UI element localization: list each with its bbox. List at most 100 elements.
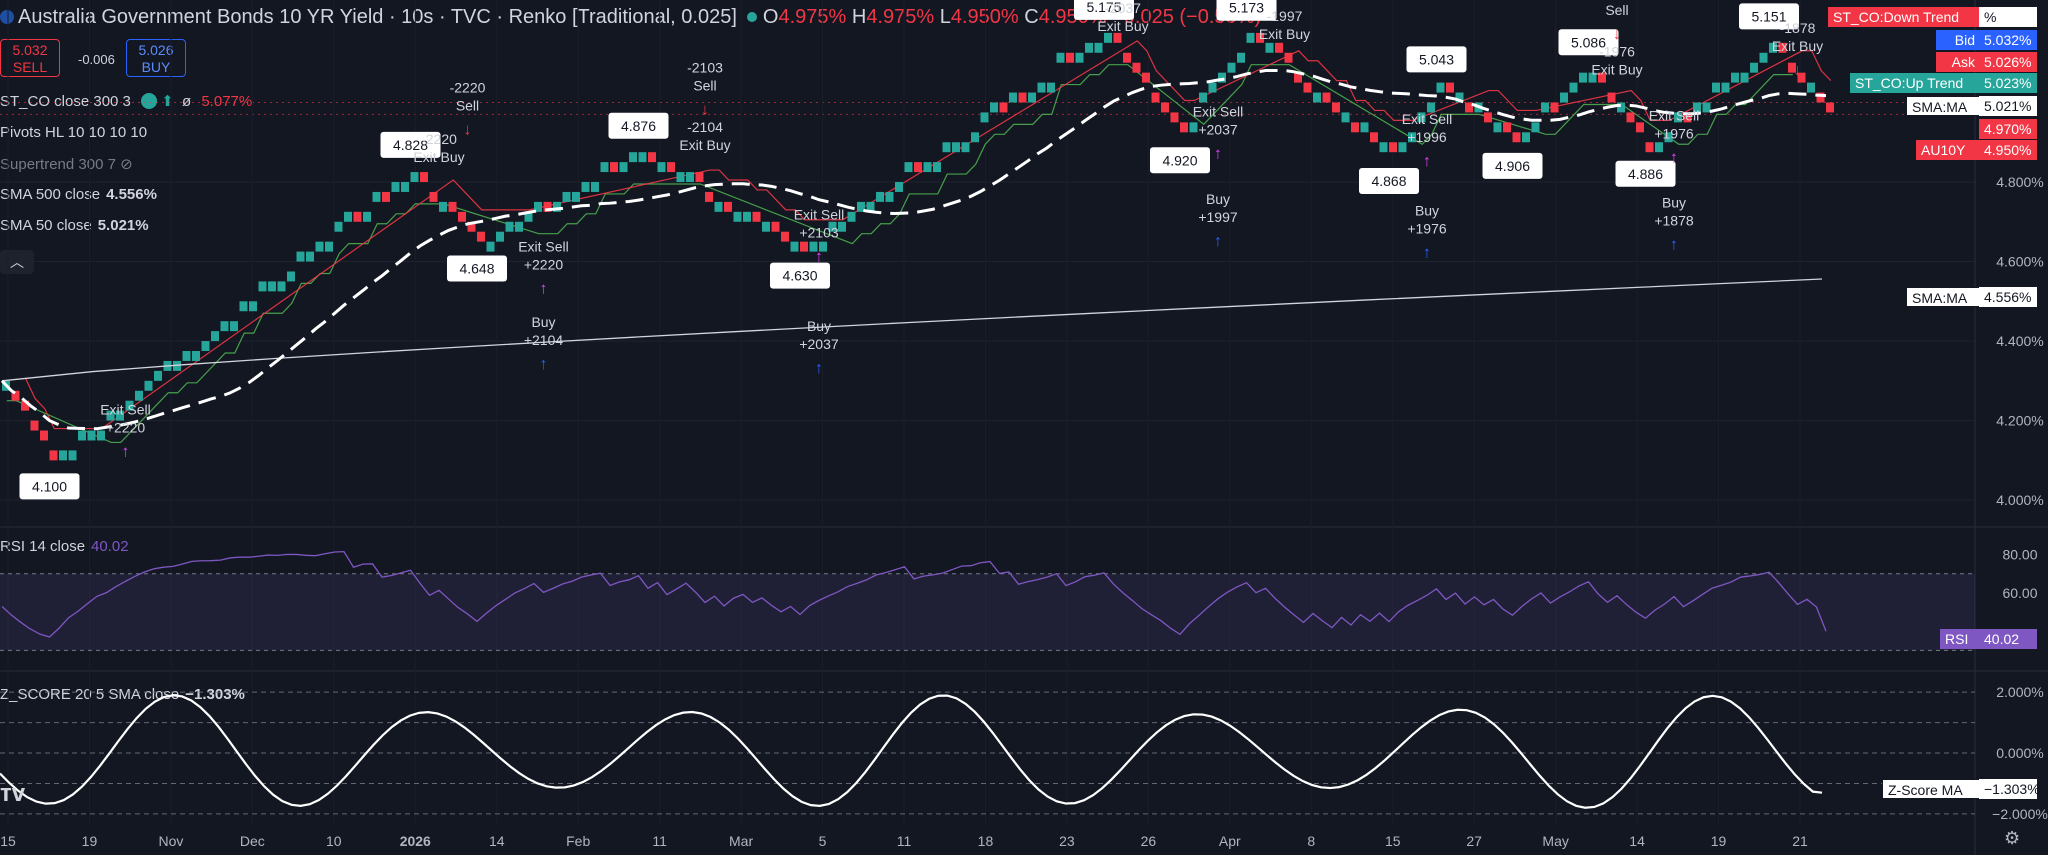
ask-value: 5.026% <box>1979 52 2037 72</box>
renko-brick <box>1816 92 1825 103</box>
renko-brick <box>363 211 371 222</box>
supertrend-down-line <box>25 40 1832 430</box>
signal-up-arrow: ↑ <box>1670 237 1678 254</box>
legend-zscore[interactable]: Z_SCORE 20 5 SMA close −1.303% <box>0 686 245 703</box>
renko-brick <box>1626 112 1635 123</box>
renko-brick <box>306 251 314 262</box>
zscore-tick-label: −2.000% <box>1992 806 2048 822</box>
pivot-label-box <box>1216 0 1277 21</box>
spread-value: -0.006 <box>78 52 115 67</box>
null-symbol-icon: ø <box>182 93 192 110</box>
renko-brick <box>1028 92 1036 103</box>
renko-brick <box>638 152 647 163</box>
pivot-label-box <box>1739 3 1799 30</box>
signal-line2: +2220 <box>106 420 146 436</box>
signal-line2: Exit Buy <box>413 149 464 165</box>
signal-up-arrow: ↑ <box>1423 245 1431 262</box>
pivot-label-box <box>608 112 669 139</box>
signal-down-arrow: ↓ <box>1794 62 1802 79</box>
time-tick-label: 11 <box>652 833 667 849</box>
renko-brick <box>1826 102 1834 113</box>
zscore-line <box>0 694 1823 809</box>
rsi-tick-label: 60.00 <box>2002 585 2037 601</box>
market-status-icon <box>746 12 757 22</box>
signal-line1: Buy <box>1206 191 1230 207</box>
renko-brick <box>40 430 48 441</box>
renko-brick <box>192 351 200 361</box>
pivot-label-box <box>447 255 507 282</box>
renko-brick <box>1522 132 1530 143</box>
renko-brick <box>553 201 561 212</box>
pivot-label-text: 4.828 <box>393 137 428 153</box>
renko-brick <box>1370 132 1378 143</box>
legend-supertrend[interactable]: Supertrend 300 7 ⊘ <box>0 156 133 173</box>
time-tick-label: Feb <box>566 833 590 849</box>
legend-rsi[interactable]: RSI 14 close 40.02 <box>0 538 129 555</box>
signal-line2: Exit Buy <box>1772 38 1823 54</box>
renko-brick <box>581 182 590 192</box>
legend-st-co[interactable]: ST_CO close 300 3 ⬆ ø 5.077% <box>0 93 253 110</box>
legend-sma50[interactable]: SMA 50 close 5.021% <box>0 217 149 234</box>
renko-brick <box>885 191 894 202</box>
renko-brick <box>315 241 324 252</box>
renko-brick <box>116 410 124 421</box>
chart-settings-icon[interactable]: ⚙ <box>2004 828 2021 848</box>
renko-brick <box>1788 62 1796 73</box>
time-tick-label: 26 <box>1141 833 1157 849</box>
st-up-label: ST_CO:Up Trend <box>1850 73 1980 93</box>
time-tick-label: Nov <box>158 833 183 849</box>
buy-price: 5.026 <box>138 42 174 58</box>
signal-up-arrow: ↑ <box>1214 233 1222 250</box>
signal-line1: -1997 <box>1267 8 1303 24</box>
zscore-tick-label: 0.000% <box>1996 745 2043 761</box>
signal-line1: Exit Sell <box>100 402 151 418</box>
renko-brick <box>1170 112 1179 123</box>
buy-button[interactable]: 5.026 BUY <box>126 39 186 77</box>
renko-brick <box>353 211 362 222</box>
renko-brick <box>249 301 257 312</box>
renko-brick <box>781 231 789 242</box>
renko-brick <box>1208 82 1217 93</box>
trade-signal: Exit Sell +2220 ↑ <box>518 238 569 297</box>
renko-brick <box>1455 92 1464 103</box>
time-tick-label: 8 <box>1307 833 1315 849</box>
zscore-tick-label: 2.000% <box>1996 684 2043 700</box>
renko-brick <box>705 191 713 202</box>
sell-button[interactable]: 5.032 SELL <box>0 39 60 77</box>
renko-brick <box>429 191 438 202</box>
rsi-axis-label: RSI <box>1940 629 1980 649</box>
renko-brick <box>1740 72 1749 83</box>
renko-brick <box>1417 112 1426 123</box>
renko-brick <box>657 162 666 173</box>
signal-up-arrow: ↑ <box>540 280 548 297</box>
renko-brick <box>277 281 286 292</box>
renko-brick <box>1066 52 1074 63</box>
legend-pivots[interactable]: Pivots HL 10 10 10 10 <box>0 124 148 141</box>
renko-brick <box>515 221 523 232</box>
renko-brick <box>1294 72 1302 83</box>
symbol-title[interactable]: Australia Government Bonds 10 YR Yield ·… <box>18 6 737 28</box>
signal-line1: -2037 <box>1105 0 1141 16</box>
signal-line1: -2220 <box>450 79 486 95</box>
hidden-eye-icon[interactable]: ⊘ <box>120 156 133 173</box>
renko-brick <box>847 211 856 222</box>
renko-brick <box>182 351 191 361</box>
settings-icon[interactable] <box>141 93 158 109</box>
renko-brick <box>258 281 267 292</box>
renko-brick <box>296 251 305 262</box>
pivot-label: 4.828 <box>380 131 441 158</box>
renko-brick <box>401 182 409 192</box>
signal-line1: Exit Sell <box>518 238 569 254</box>
signal-line1: Exit Sell <box>1402 111 1453 127</box>
renko-brick <box>230 321 238 332</box>
renko-brick <box>135 390 143 401</box>
renko-brick <box>1712 82 1720 93</box>
legend-sma500[interactable]: SMA 500 close 4.556% <box>0 186 157 203</box>
trade-signal: Buy +2104 ↑ <box>524 314 564 373</box>
ask-label: Ask <box>1936 52 1980 72</box>
trade-signal: -1878 Exit Buy ↓ <box>1772 20 1823 79</box>
signal-line1: Buy <box>531 314 555 330</box>
trade-signal: -1976Sell↓ <box>1605 2 1628 43</box>
renko-brick <box>1664 132 1673 143</box>
